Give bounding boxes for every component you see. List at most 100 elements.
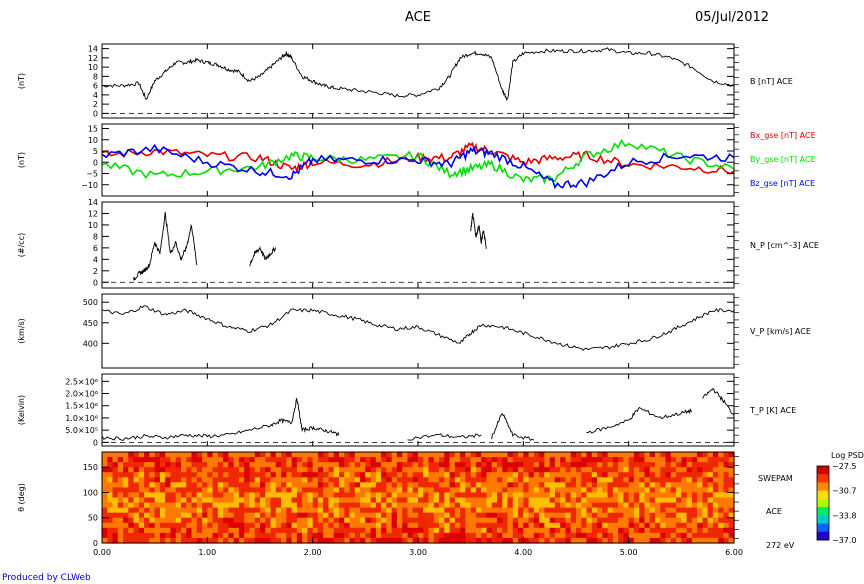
heatmap-cell	[491, 487, 498, 494]
heatmap-cell	[676, 537, 682, 544]
heatmap-cell	[370, 462, 377, 468]
heatmap-cell	[381, 512, 387, 519]
heatmap-cell	[296, 532, 303, 539]
heatmap-cell	[554, 527, 561, 534]
heatmap-cell	[470, 517, 477, 524]
heatmap-cell	[581, 472, 588, 478]
heatmap-cell	[718, 497, 725, 504]
heatmap-cell	[544, 477, 551, 483]
heatmap-cell	[533, 517, 540, 524]
heatmap-cell	[281, 517, 287, 524]
heatmap-cell	[712, 512, 719, 519]
heatmap-cell	[639, 512, 646, 519]
heatmap-cell	[339, 477, 345, 483]
heatmap-cell	[159, 492, 166, 499]
heatmap-cell	[507, 512, 514, 519]
heatmap-cell	[133, 462, 140, 468]
heatmap-cell	[170, 492, 177, 499]
heatmap-cell	[576, 467, 582, 473]
heatmap-cell	[676, 472, 682, 478]
heatmap-cell	[233, 522, 240, 529]
heatmap-cell	[159, 507, 166, 514]
heatmap-cell	[159, 477, 166, 483]
heatmap-cell	[702, 522, 709, 529]
heatmap-cell	[560, 512, 567, 519]
heatmap-cell	[270, 507, 277, 514]
heatmap-cell	[512, 462, 519, 468]
heatmap-cell	[375, 507, 382, 514]
heatmap-cell	[133, 517, 140, 524]
heatmap-cell	[244, 527, 251, 534]
heatmap-cell	[728, 532, 735, 539]
heatmap-cell	[175, 472, 182, 478]
heatmap-cell	[165, 502, 172, 509]
heatmap-cell	[491, 452, 498, 458]
heatmap-cell	[117, 497, 124, 504]
heatmap-cell	[360, 482, 366, 488]
annotation-label: SWEPAM	[758, 474, 793, 483]
heatmap-cell	[212, 462, 219, 468]
heatmap-cell	[412, 452, 419, 458]
heatmap-cell	[107, 532, 114, 539]
heatmap-cell	[138, 517, 145, 524]
heatmap-cell	[391, 462, 398, 468]
colorbar-frame	[816, 465, 830, 541]
heatmap-cell	[581, 452, 588, 458]
heatmap-cell	[412, 532, 419, 539]
heatmap-cell	[433, 532, 440, 539]
heatmap-cell	[560, 517, 567, 524]
heatmap-cell	[154, 527, 161, 534]
heatmap-cell	[328, 512, 335, 519]
heatmap-cell	[618, 497, 624, 504]
heatmap-cell	[612, 477, 619, 483]
heatmap-cell	[238, 467, 245, 473]
heatmap-cell	[212, 457, 219, 463]
heatmap-cell	[212, 512, 219, 519]
heatmap-cell	[381, 502, 387, 509]
heatmap-cell	[628, 457, 635, 463]
heatmap-cell	[697, 482, 703, 488]
heatmap-cell	[497, 492, 503, 499]
heatmap-cell	[691, 467, 698, 473]
heatmap-cell	[260, 507, 266, 514]
heatmap-cell	[286, 517, 293, 524]
heatmap-cell	[360, 492, 366, 499]
heatmap-cell	[123, 522, 129, 529]
heatmap-cell	[307, 457, 314, 463]
heatmap-cell	[712, 467, 719, 473]
heatmap-cell	[202, 522, 208, 529]
heatmap-cell	[449, 517, 456, 524]
heatmap-cell	[249, 507, 256, 514]
heatmap-cell	[128, 512, 135, 519]
heatmap-cell	[323, 512, 330, 519]
heatmap-cell	[238, 492, 245, 499]
heatmap-cell	[123, 537, 129, 544]
heatmap-cell	[655, 497, 661, 504]
heatmap-cell	[202, 492, 208, 499]
heatmap-cell	[560, 452, 567, 458]
heatmap-cell	[549, 462, 556, 468]
heatmap-cell	[128, 507, 135, 514]
heatmap-cell	[523, 472, 530, 478]
heatmap-cell	[697, 492, 703, 499]
heatmap-cell	[486, 487, 493, 494]
heatmap-cell	[307, 537, 314, 544]
heatmap-cell	[381, 517, 387, 524]
heatmap-cell	[154, 472, 161, 478]
heatmap-cell	[212, 502, 219, 509]
heatmap-cell	[154, 517, 161, 524]
heatmap-cell	[428, 507, 435, 514]
heatmap-cell	[697, 457, 703, 463]
heatmap-cell	[449, 492, 456, 499]
heatmap-cell	[202, 507, 208, 514]
heatmap-cell	[307, 472, 314, 478]
heatmap-cell	[633, 497, 640, 504]
heatmap-cell	[681, 472, 688, 478]
heatmap-cell	[344, 522, 351, 529]
heatmap-cell	[607, 512, 614, 519]
heatmap-cell	[423, 537, 430, 544]
heatmap-cell	[544, 497, 551, 504]
heatmap-cell	[328, 492, 335, 499]
heatmap-cell	[470, 462, 477, 468]
